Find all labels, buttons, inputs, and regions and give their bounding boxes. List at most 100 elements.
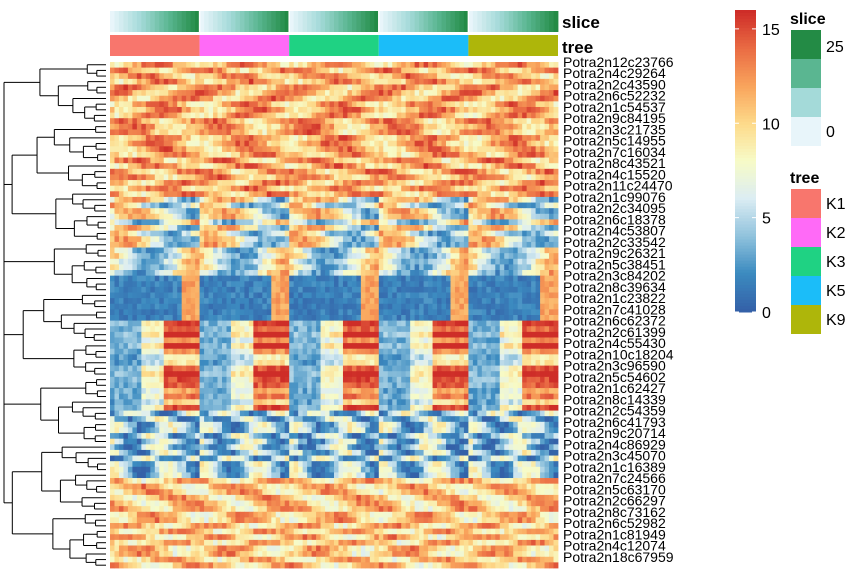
heatmap-cell <box>132 73 138 80</box>
heatmap-cell <box>123 168 129 175</box>
heatmap-cell <box>275 219 281 226</box>
heatmap-cell <box>118 281 124 288</box>
heatmap-cell <box>459 129 465 136</box>
heatmap-cell <box>401 140 407 147</box>
heatmap-cell <box>239 303 245 310</box>
heatmap-cell <box>401 230 407 237</box>
heatmap-cell <box>253 101 259 108</box>
heatmap-cell <box>302 219 308 226</box>
heatmap-cell <box>213 78 218 85</box>
heatmap-cell <box>239 320 245 327</box>
heatmap-cell <box>405 129 411 136</box>
heatmap-cell <box>159 140 165 147</box>
heatmap-cell <box>383 106 389 113</box>
heatmap-cell <box>419 174 424 181</box>
heatmap-cell <box>459 320 465 327</box>
heatmap-cell <box>230 208 236 215</box>
heatmap-cell <box>347 264 353 271</box>
heatmap-cell <box>298 303 304 310</box>
heatmap-cell <box>468 298 474 305</box>
heatmap-cell <box>208 174 214 181</box>
heatmap-cell <box>495 219 501 226</box>
heatmap-cell <box>190 129 196 136</box>
heatmap-cell <box>127 191 133 198</box>
heatmap-cell <box>356 62 362 69</box>
heatmap-cell <box>490 146 496 153</box>
heatmap-cell <box>517 258 523 265</box>
heatmap-cell <box>248 67 254 74</box>
heatmap-cell <box>401 185 407 192</box>
heatmap-cell <box>463 174 469 181</box>
heatmap-cell <box>298 286 304 293</box>
heatmap-cell <box>378 135 384 142</box>
heatmap-cell <box>540 208 545 215</box>
heatmap-cell <box>468 219 474 226</box>
heatmap-cell <box>150 213 156 220</box>
heatmap-cell <box>360 286 366 293</box>
heatmap-cell <box>257 225 263 232</box>
heatmap-cell <box>199 106 205 113</box>
heatmap-cell <box>526 140 532 147</box>
heatmap-cell <box>190 101 196 108</box>
heatmap-cell <box>150 309 156 316</box>
heatmap-cell <box>486 101 492 108</box>
heatmap-cell <box>118 123 124 130</box>
heatmap-cell <box>481 247 487 254</box>
heatmap-cell <box>320 196 326 203</box>
heatmap-cell <box>275 151 281 158</box>
heatmap-cell <box>383 208 389 215</box>
heatmap-cell <box>463 90 469 97</box>
heatmap-cell <box>230 73 236 80</box>
heatmap-cell <box>441 157 447 164</box>
heatmap-cell <box>213 326 218 333</box>
heatmap-cell <box>329 225 335 232</box>
heatmap-cell <box>186 78 192 85</box>
heatmap-cell <box>428 140 433 147</box>
heatmap-cell <box>307 168 312 175</box>
heatmap-cell <box>311 185 317 192</box>
heatmap-cell <box>535 286 541 293</box>
heatmap-cell <box>531 315 536 322</box>
heatmap-cell <box>365 230 371 237</box>
heatmap-cell <box>262 264 268 271</box>
heatmap-cell <box>239 208 245 215</box>
heatmap-cell <box>342 73 348 80</box>
heatmap-cell <box>217 258 223 265</box>
heatmap-cell <box>325 146 330 153</box>
heatmap-cell <box>316 309 321 316</box>
heatmap-cell <box>401 320 407 327</box>
heatmap-cell <box>401 67 407 74</box>
heatmap-cell <box>459 253 465 260</box>
heatmap-cell <box>526 202 532 209</box>
heatmap-cell <box>239 168 245 175</box>
heatmap-cell <box>513 320 519 327</box>
heatmap-cell <box>450 320 456 327</box>
heatmap-cell <box>508 241 514 248</box>
heatmap-cell <box>338 230 344 237</box>
heatmap-cell <box>257 191 263 198</box>
heatmap-cell <box>446 123 451 130</box>
heatmap-cell <box>118 174 124 181</box>
heatmap-cell <box>356 135 362 142</box>
heatmap-cell <box>342 320 348 327</box>
heatmap-cell <box>508 213 514 220</box>
heatmap-cell <box>387 281 393 288</box>
heatmap-cell <box>204 84 209 91</box>
heatmap-cell <box>459 281 465 288</box>
heatmap-cell <box>410 191 416 198</box>
heatmap-cell <box>396 180 402 187</box>
heatmap-cell <box>262 253 268 260</box>
heatmap-cell <box>495 292 501 299</box>
heatmap-cell <box>499 208 505 215</box>
heatmap-cell <box>459 236 465 243</box>
heatmap-cell <box>481 129 487 136</box>
heatmap-cell <box>168 236 174 243</box>
heatmap-cell <box>441 196 447 203</box>
heatmap-cell <box>217 219 223 226</box>
heatmap-cell <box>383 151 389 158</box>
heatmap-cell <box>351 213 357 220</box>
heatmap-cell <box>383 191 389 198</box>
heatmap-cell <box>329 315 335 322</box>
heatmap-cell <box>217 275 223 282</box>
heatmap-cell <box>544 253 550 260</box>
